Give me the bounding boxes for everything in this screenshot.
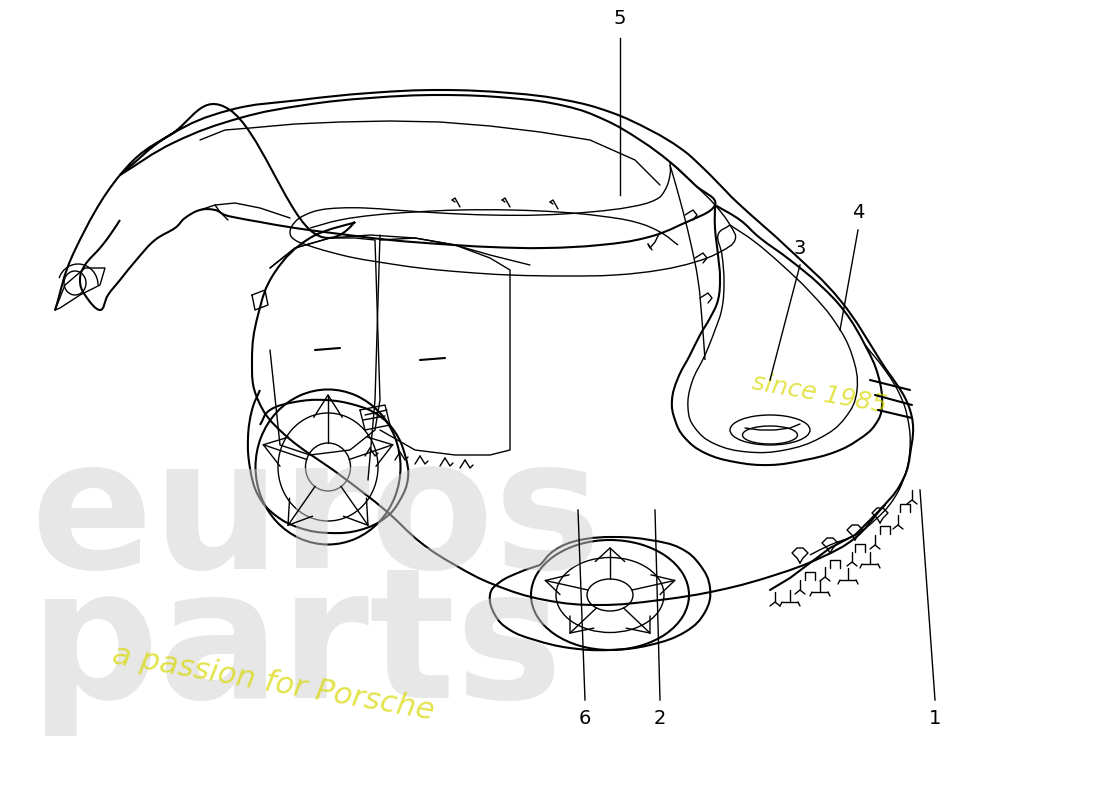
Text: since 1985: since 1985: [750, 370, 889, 418]
Text: 3: 3: [794, 238, 806, 258]
Text: euros: euros: [30, 430, 602, 606]
Text: a passion for Porsche: a passion for Porsche: [110, 640, 437, 726]
Text: parts: parts: [30, 560, 563, 736]
Text: 1: 1: [928, 709, 942, 727]
Text: 4: 4: [851, 203, 865, 222]
Text: 2: 2: [653, 709, 667, 727]
Text: 5: 5: [614, 9, 626, 27]
Text: 6: 6: [579, 709, 591, 727]
